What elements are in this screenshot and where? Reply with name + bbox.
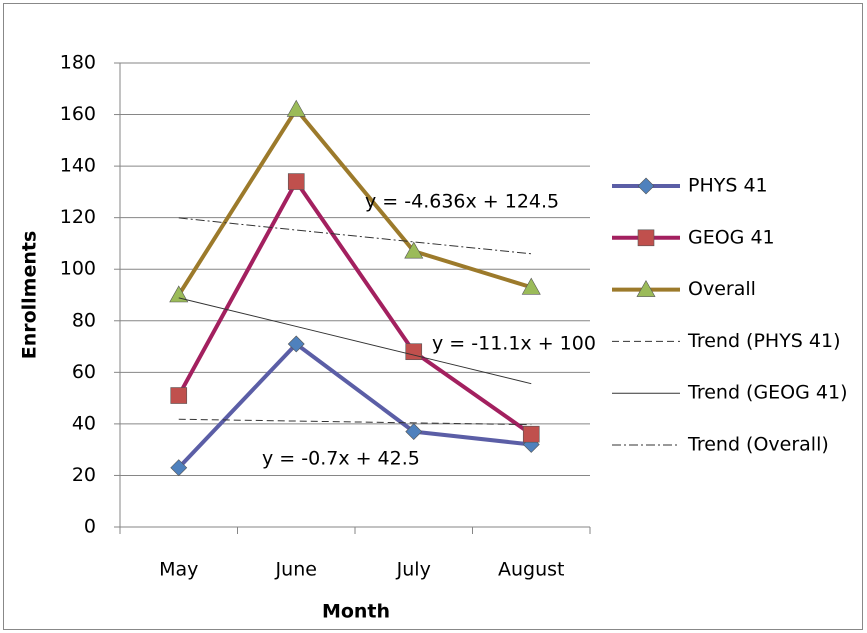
data-point bbox=[405, 343, 423, 361]
data-point bbox=[169, 285, 189, 303]
y-tick-label: 0 bbox=[84, 516, 96, 538]
series-line bbox=[177, 107, 532, 297]
legend-label: Overall bbox=[688, 278, 756, 300]
x-tick-label: July bbox=[396, 559, 431, 581]
trend-line bbox=[178, 418, 532, 426]
y-tick-label: 40 bbox=[72, 412, 96, 434]
legend-label: GEOG 41 bbox=[688, 226, 775, 248]
data-point bbox=[170, 387, 188, 404]
series-line bbox=[176, 179, 533, 436]
chart-frame bbox=[3, 3, 863, 630]
trend-line bbox=[178, 217, 532, 255]
x-tick-label: August bbox=[498, 559, 565, 581]
legend-marker bbox=[637, 229, 655, 247]
data-point bbox=[405, 423, 423, 441]
x-tick-label: May bbox=[159, 559, 198, 581]
legend-label: PHYS 41 bbox=[688, 175, 768, 197]
y-axis-title: Enrollments bbox=[19, 231, 41, 360]
data-point bbox=[287, 335, 305, 353]
y-tick-label: 160 bbox=[60, 103, 96, 125]
data-point bbox=[404, 241, 424, 259]
y-tick-label: 80 bbox=[72, 309, 96, 331]
legend-marker bbox=[637, 177, 655, 195]
data-point bbox=[521, 277, 541, 295]
legend-label: Trend (PHYS 41) bbox=[687, 330, 841, 352]
data-point bbox=[286, 99, 306, 117]
legend-marker bbox=[636, 279, 656, 297]
y-tick-label: 180 bbox=[60, 52, 96, 74]
legend-label: Trend (GEOG 41) bbox=[687, 382, 848, 404]
data-point bbox=[287, 173, 305, 190]
data-point bbox=[170, 459, 188, 477]
series-line bbox=[177, 341, 532, 470]
y-tick-label: 100 bbox=[60, 258, 96, 280]
x-axis-title: Month bbox=[322, 601, 390, 623]
data-point bbox=[522, 425, 540, 443]
y-tick-label: 20 bbox=[72, 464, 96, 486]
x-tick-label: June bbox=[275, 559, 317, 581]
trend-line bbox=[178, 297, 532, 385]
legend-label: Trend (Overall) bbox=[687, 434, 829, 456]
trend-equation: y = -0.7x + 42.5 bbox=[262, 448, 420, 470]
trend-equation: y = -4.636x + 124.5 bbox=[365, 191, 559, 213]
y-tick-label: 60 bbox=[72, 361, 96, 383]
trend-equation: y = -11.1x + 100 bbox=[432, 333, 596, 355]
y-tick-label: 140 bbox=[60, 155, 96, 177]
y-tick-label: 120 bbox=[60, 206, 96, 228]
